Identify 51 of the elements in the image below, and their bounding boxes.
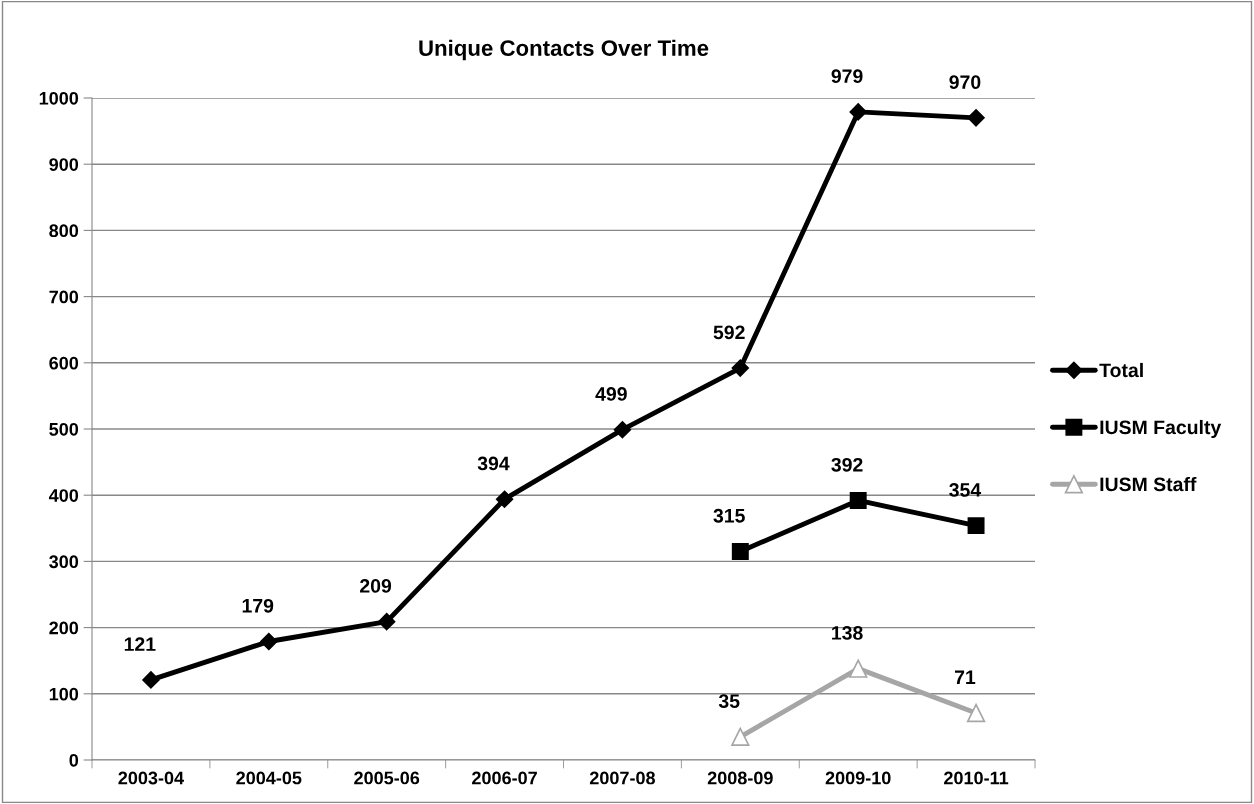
y-tick-label: 100 <box>49 687 79 701</box>
point <box>849 659 868 678</box>
x-tick-label: 2007-08 <box>589 771 656 785</box>
point <box>849 103 867 121</box>
y-tick-label: 200 <box>49 621 79 635</box>
legend-label: IUSM Staff <box>1100 476 1197 492</box>
point <box>967 109 985 127</box>
x-tick-label: 2009-10 <box>825 771 891 785</box>
data-label: 121 <box>124 637 156 651</box>
point <box>731 542 749 560</box>
chart-title: Unique Contacts Over Time <box>419 39 709 61</box>
x-tick-label: 2004-05 <box>236 771 302 785</box>
y-tick-label: 900 <box>49 158 79 171</box>
y-tick-label: 400 <box>48 489 79 502</box>
point <box>260 632 278 651</box>
x-tick-label: 2005-06 <box>354 771 420 785</box>
legend-label: IUSM Faculty <box>1100 419 1222 439</box>
x-tick-label: 2006-07 <box>472 771 537 785</box>
data-label: 979 <box>831 69 863 84</box>
point <box>613 420 632 439</box>
legend-label: Total <box>1099 362 1143 378</box>
y-tick-label: 0 <box>69 753 79 767</box>
point <box>377 612 396 631</box>
y-tick-label: 500 <box>49 422 79 436</box>
y-tick-label: 600 <box>49 356 79 370</box>
data-label: 71 <box>954 670 976 684</box>
data-label: 209 <box>360 579 392 593</box>
y-tick-label: 700 <box>49 290 79 304</box>
point <box>731 727 750 746</box>
data-label: 138 <box>832 626 863 640</box>
data-label: 392 <box>831 457 863 472</box>
point <box>967 517 985 535</box>
y-tick-label: 300 <box>49 555 79 569</box>
data-label: 315 <box>713 508 745 523</box>
point <box>142 671 160 689</box>
point <box>966 703 986 723</box>
data-label: 35 <box>718 694 740 709</box>
data-label: 354 <box>949 483 982 497</box>
x-tick-label: 2010-11 <box>944 771 1009 785</box>
y-tick-label: 1000 <box>39 91 79 105</box>
data-label: 592 <box>713 325 745 340</box>
data-label: 499 <box>595 387 627 401</box>
data-label: 970 <box>949 75 981 90</box>
point <box>731 359 750 377</box>
x-tick-label: 2008-09 <box>707 771 773 785</box>
point <box>495 490 514 508</box>
data-label: 394 <box>477 456 510 471</box>
x-tick-label: 2003-04 <box>118 771 184 785</box>
y-tick-label: 800 <box>49 224 79 238</box>
data-label: 179 <box>242 598 274 613</box>
point <box>849 492 867 509</box>
